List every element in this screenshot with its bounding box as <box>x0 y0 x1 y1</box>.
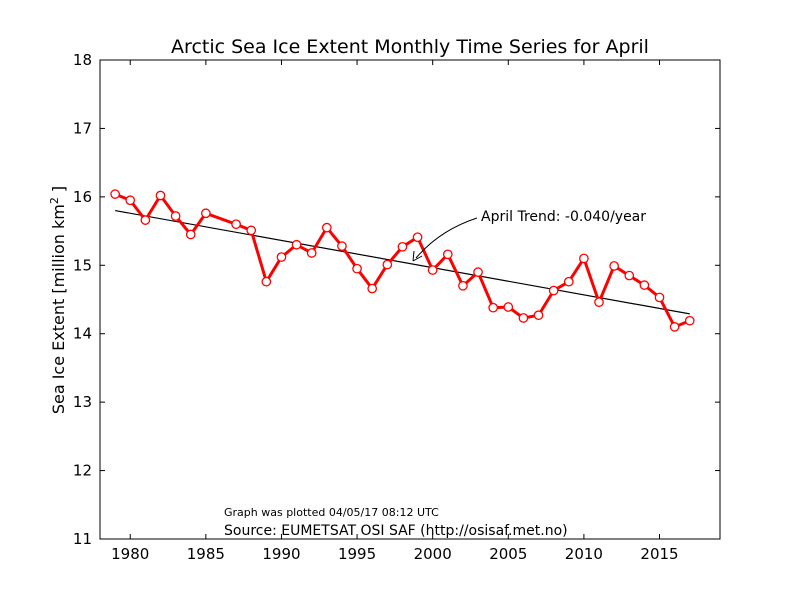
x-tick-label: 2010 <box>565 545 603 563</box>
y-axis-label-main: Sea Ice Extent [million km <box>49 204 68 414</box>
data-point <box>563 276 574 287</box>
data-point <box>276 252 287 262</box>
data-point <box>246 225 257 236</box>
data-point <box>110 189 120 199</box>
x-tick-label: 2005 <box>489 545 527 563</box>
x-tick-label: 2015 <box>640 545 678 563</box>
data-point <box>594 297 604 308</box>
data-point <box>503 302 514 312</box>
trend-annotation: April Trend: -0.040/year <box>481 209 646 225</box>
data-point <box>306 248 317 258</box>
data-point <box>125 195 136 206</box>
plot-area <box>99 59 721 540</box>
data-point <box>170 211 181 221</box>
x-tick-label: 1990 <box>262 545 300 563</box>
data-point <box>367 283 378 294</box>
data-point <box>337 241 347 251</box>
trend-line <box>115 209 690 315</box>
data-point <box>397 241 408 252</box>
y-tick-label: 18 <box>73 51 92 69</box>
y-axis-label: Sea Ice Extent [million km2 ] <box>48 186 68 414</box>
data-point <box>352 263 362 274</box>
x-tick-label: 1980 <box>111 545 149 563</box>
data-point <box>609 261 619 271</box>
data-point <box>201 208 211 219</box>
y-axis-label-end: ] <box>49 186 68 197</box>
data-point <box>382 259 393 270</box>
data-point <box>488 302 499 313</box>
y-axis: 11 12 13 14 15 16 17 18 <box>73 51 720 548</box>
data-point <box>321 222 332 233</box>
annotation-arrowhead <box>412 250 423 262</box>
data-point <box>261 276 272 287</box>
data-point <box>231 219 241 230</box>
y-tick-label: 15 <box>73 256 92 274</box>
y-tick-label: 17 <box>73 119 92 137</box>
data-point <box>579 253 589 264</box>
data-point <box>533 310 544 321</box>
data-point <box>624 270 635 281</box>
data-point <box>155 190 166 201</box>
data-point <box>639 280 650 290</box>
y-tick-label: 16 <box>73 188 92 206</box>
y-tick-label: 12 <box>73 462 92 480</box>
data-point <box>684 315 695 326</box>
data-point <box>654 292 665 303</box>
plotted-note: Graph was plotted 04/05/17 08:12 UTC <box>224 506 439 519</box>
annotation-arrow <box>415 217 478 259</box>
y-tick-label: 11 <box>73 530 92 548</box>
data-point <box>518 313 529 323</box>
x-tick-label: 2000 <box>414 545 452 563</box>
series-line <box>114 192 691 329</box>
data-point <box>548 285 559 296</box>
data-point <box>291 239 302 250</box>
chart-title: Arctic Sea Ice Extent Monthly Time Serie… <box>171 36 649 58</box>
y-axis-label-superscript: 2 <box>48 197 61 204</box>
source-note: Source: EUMETSAT OSI SAF (http://osisaf.… <box>224 523 568 539</box>
data-point <box>185 229 196 240</box>
data-point <box>473 267 483 277</box>
x-axis: 1980 1985 1990 1995 2000 2005 2010 2015 <box>111 60 679 563</box>
data-point <box>669 322 680 332</box>
data-points <box>110 189 695 332</box>
data-point <box>458 280 468 291</box>
data-point <box>140 215 151 225</box>
x-tick-label: 1995 <box>338 545 376 563</box>
y-tick-label: 13 <box>73 393 92 411</box>
data-point <box>427 265 438 275</box>
y-tick-label: 14 <box>73 325 92 343</box>
data-point <box>412 232 423 243</box>
data-point <box>442 249 453 260</box>
x-tick-label: 1985 <box>187 545 225 563</box>
